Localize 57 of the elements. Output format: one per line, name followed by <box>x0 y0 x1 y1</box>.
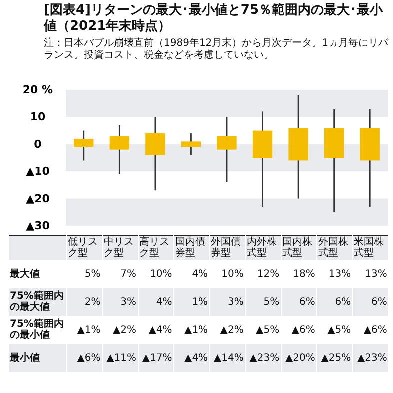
x-tick-label: 国内債券型 <box>174 236 210 260</box>
text: ▲6% <box>77 352 101 364</box>
x-tick-label: 外国債券型 <box>210 236 246 260</box>
x-tick-label: 低リスク型 <box>66 236 102 260</box>
text: ▲23% <box>357 352 388 364</box>
y-tick-label: ▲20 <box>26 192 50 206</box>
text: ▲6% <box>292 324 316 336</box>
text: ▲1% <box>77 324 101 336</box>
text: 75%範囲内の最小値 <box>8 316 66 344</box>
text: ▲23% <box>250 352 280 364</box>
text: 5% <box>264 296 280 308</box>
chart-title: [図表4]リターンの最大･最小値と75％範囲内の最大･最小値（2021年末時点） <box>44 3 384 35</box>
text: ▲25% <box>321 352 352 364</box>
text: 最大値 <box>8 260 66 288</box>
text: 6% <box>372 296 388 308</box>
x-tick-label: 外国株式型 <box>316 236 353 260</box>
y-tick-label: ▲10 <box>26 165 50 178</box>
y-tick-label: ▲30 <box>26 220 50 232</box>
text: ▲11% <box>106 352 137 364</box>
text: 3% <box>120 296 137 308</box>
text: 5% <box>84 268 101 280</box>
x-tick-label: 内外株式型 <box>245 236 282 260</box>
x-tick-label: 国内株式型 <box>281 236 317 260</box>
y-tick-label: 0 <box>34 138 42 151</box>
text: 4% <box>156 296 172 308</box>
text: ▲17% <box>142 352 172 364</box>
text: ▲5% <box>256 324 280 336</box>
text: ▲14% <box>214 352 244 364</box>
x-tick-label: 中リスク型 <box>102 236 138 260</box>
text: 6% <box>335 296 352 308</box>
text: 最小値 <box>8 344 66 372</box>
x-tick-label: 米国株式型 <box>352 236 388 260</box>
text: 10% <box>222 268 244 280</box>
text: ▲4% <box>148 324 172 336</box>
text: 2% <box>84 296 101 308</box>
chart-subtitle: 注：日本バブル崩壊直前（1989年12月末）から月次データ。1ヵ月毎にリバランス。投資コスト、税金などを考慮していない。 <box>44 38 389 62</box>
text: ▲20% <box>285 352 316 364</box>
text: 7% <box>120 268 137 280</box>
text: 75%範囲内の最大値 <box>8 288 66 316</box>
text: 18% <box>293 268 316 280</box>
text: ▲1% <box>184 324 208 336</box>
text: ▲4% <box>184 352 208 364</box>
x-tick-label: 高リスク型 <box>138 236 174 260</box>
text: 13% <box>328 268 352 280</box>
text: 3% <box>228 296 244 308</box>
text: ▲2% <box>220 324 244 336</box>
text: 12% <box>257 268 280 280</box>
text: ▲5% <box>328 324 352 336</box>
text: ▲6% <box>364 324 388 336</box>
text: ▲2% <box>112 324 137 336</box>
text: 4% <box>192 268 208 280</box>
y-tick-label: 20 % <box>22 84 54 96</box>
text: 1% <box>192 296 208 308</box>
y-tick-label: 10 <box>30 110 46 124</box>
text: 6% <box>299 296 316 308</box>
text: 13% <box>365 268 388 280</box>
text: 10% <box>150 268 172 280</box>
